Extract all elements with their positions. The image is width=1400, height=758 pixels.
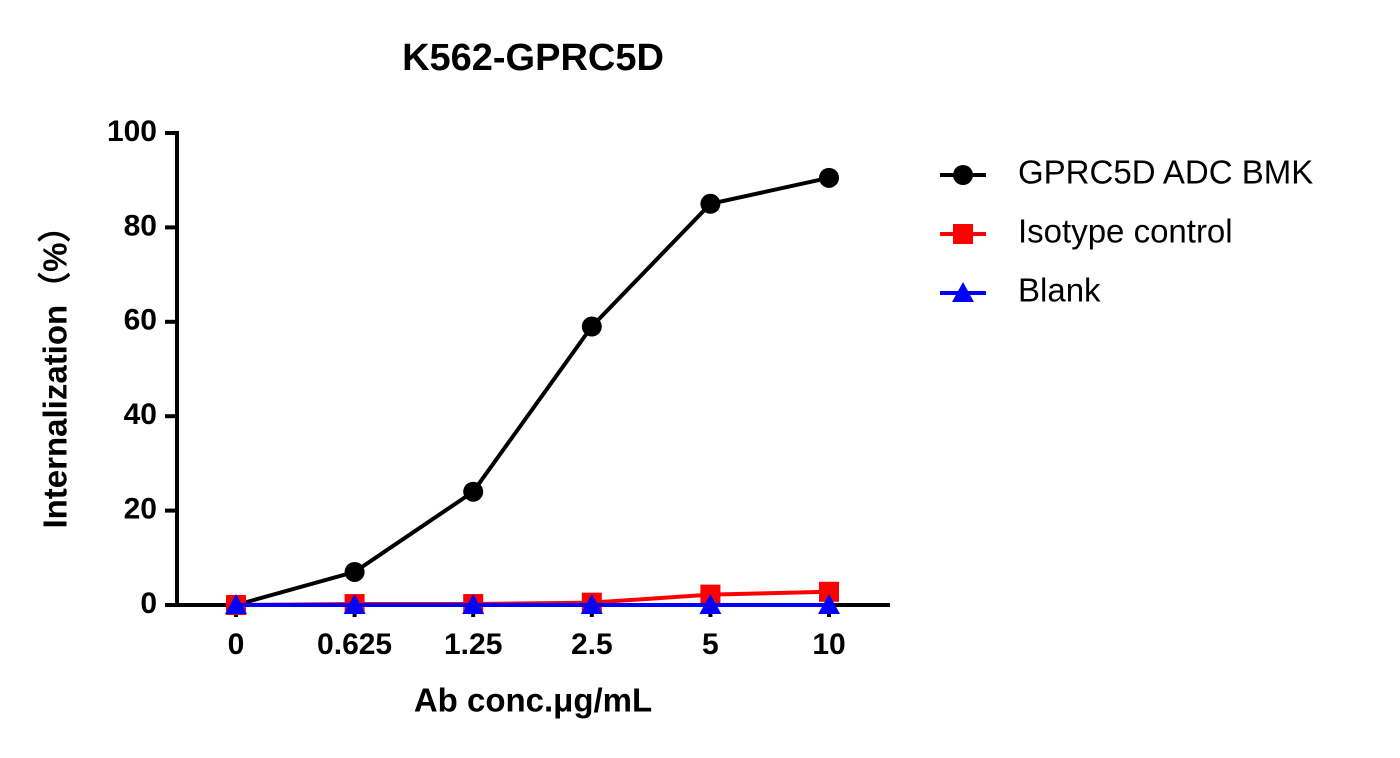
- x-tick-label: 0: [228, 628, 245, 661]
- data-point: [225, 594, 247, 614]
- data-point: [344, 561, 365, 582]
- y-tick-label: 20: [124, 493, 157, 526]
- data-point: [462, 594, 485, 614]
- chart-title: K562-GPRC5D: [402, 37, 664, 79]
- data-point: [699, 594, 722, 614]
- y-tick-label: 100: [107, 115, 157, 148]
- data-point: [819, 167, 839, 188]
- x-tick-label: 0.625: [317, 628, 392, 661]
- x-tick-label: 10: [812, 628, 845, 661]
- data-point: [580, 594, 603, 614]
- x-tick-label: 2.5: [571, 628, 613, 661]
- data-point: [818, 594, 840, 614]
- legend-marker: [953, 165, 973, 185]
- legend-label: Blank: [1018, 272, 1101, 309]
- data-point: [343, 594, 366, 614]
- series-line: [235, 175, 830, 607]
- y-axis-title: Internalization（%）: [37, 209, 74, 528]
- y-tick-label: 0: [140, 587, 157, 620]
- data-point: [819, 581, 839, 602]
- y-tick-label: 80: [124, 209, 157, 242]
- legend-marker: [952, 282, 974, 302]
- data-point: [463, 481, 484, 502]
- x-tick-label: 5: [702, 628, 719, 661]
- data-point: [700, 193, 721, 214]
- legend-label: Isotype control: [1018, 213, 1233, 250]
- y-tick-label: 40: [124, 398, 157, 431]
- data-point: [581, 316, 602, 337]
- x-tick-label: 1.25: [444, 628, 502, 661]
- legend-marker: [953, 224, 973, 244]
- legend-label: GPRC5D ADC BMK: [1018, 154, 1313, 191]
- y-tick-label: 60: [124, 304, 157, 337]
- x-axis-title: Ab conc.μg/mL: [414, 682, 652, 719]
